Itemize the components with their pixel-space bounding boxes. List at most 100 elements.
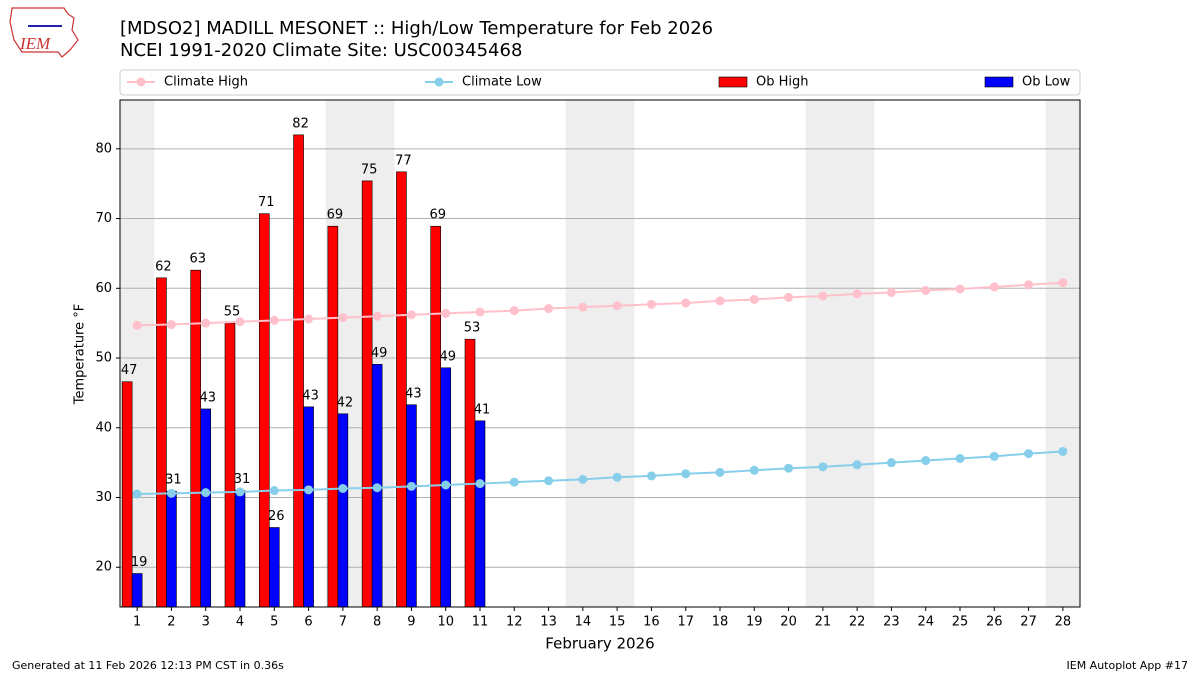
weekend-shade bbox=[805, 100, 840, 607]
line-marker bbox=[578, 474, 588, 484]
x-tick-label: 19 bbox=[746, 615, 763, 630]
chart-subtitle: NCEI 1991-2020 Climate Site: USC00345468 bbox=[120, 40, 522, 61]
weekend-shade bbox=[565, 100, 600, 607]
bar bbox=[430, 225, 442, 608]
x-tick-label: 8 bbox=[373, 615, 381, 630]
x-tick-label: 1 bbox=[133, 615, 141, 630]
logo-outline bbox=[9, 7, 79, 58]
x-tick-label: 28 bbox=[1055, 615, 1072, 630]
line-marker bbox=[749, 465, 759, 475]
y-tick-label: 80 bbox=[95, 141, 112, 156]
bar bbox=[406, 404, 417, 608]
weekend-shade bbox=[1045, 100, 1080, 607]
x-tick-label: 7 bbox=[339, 615, 347, 630]
bar bbox=[303, 406, 314, 608]
bar bbox=[327, 225, 339, 608]
bar bbox=[156, 277, 167, 608]
line-marker bbox=[304, 485, 314, 495]
x-tick-label: 21 bbox=[815, 615, 832, 630]
line-marker bbox=[166, 320, 176, 330]
line-marker bbox=[269, 486, 279, 496]
line-marker bbox=[475, 479, 485, 489]
x-tick-label: 2 bbox=[167, 615, 175, 630]
line-marker bbox=[646, 471, 656, 481]
line-marker bbox=[1024, 280, 1034, 290]
x-tick-label: 13 bbox=[540, 615, 557, 630]
line-marker bbox=[921, 285, 931, 295]
footer-left: Generated at 11 Feb 2026 12:13 PM CST in… bbox=[12, 659, 284, 672]
bar bbox=[293, 134, 304, 608]
line-series bbox=[137, 450, 1063, 496]
legend-label: Climate Low bbox=[462, 75, 542, 90]
x-tick-label: 10 bbox=[437, 615, 454, 630]
data-label: 77 bbox=[395, 153, 412, 168]
line-marker bbox=[269, 315, 279, 325]
y-tick-label: 70 bbox=[95, 211, 112, 226]
x-axis-label: February 2026 bbox=[545, 635, 654, 653]
line-series bbox=[137, 281, 1063, 327]
bar bbox=[131, 573, 143, 608]
data-label: 75 bbox=[361, 162, 378, 177]
x-tick-label: 18 bbox=[712, 615, 729, 630]
line-marker bbox=[235, 487, 245, 497]
plot-frame bbox=[119, 99, 1081, 608]
bar bbox=[200, 408, 212, 608]
legend-marker bbox=[434, 77, 444, 87]
line-marker bbox=[715, 467, 725, 477]
data-label: 43 bbox=[199, 390, 216, 405]
bar bbox=[224, 322, 236, 608]
line-marker bbox=[818, 462, 828, 472]
data-label: 43 bbox=[302, 388, 319, 403]
legend-marker bbox=[136, 77, 146, 87]
y-axis-label: Temperature °F bbox=[73, 304, 88, 405]
data-label: 82 bbox=[292, 116, 309, 131]
line-marker bbox=[1058, 278, 1068, 288]
weekend-shade bbox=[600, 100, 635, 607]
legend-label: Climate High bbox=[164, 75, 248, 90]
x-tick-label: 5 bbox=[270, 615, 278, 630]
line-marker bbox=[886, 458, 896, 468]
x-tick-label: 3 bbox=[202, 615, 210, 630]
line-marker bbox=[955, 453, 965, 463]
bar bbox=[474, 420, 486, 608]
line-marker bbox=[818, 291, 828, 301]
line-marker bbox=[715, 296, 725, 306]
line-marker bbox=[166, 488, 176, 498]
line-marker bbox=[475, 307, 485, 317]
x-tick-label: 4 bbox=[236, 615, 244, 630]
data-label: 49 bbox=[371, 346, 388, 361]
footer-right: IEM Autoplot App #17 bbox=[1067, 659, 1189, 672]
x-tick-label: 12 bbox=[506, 615, 523, 630]
line-marker bbox=[201, 318, 211, 328]
data-label: 41 bbox=[474, 402, 491, 417]
line-marker bbox=[681, 298, 691, 308]
line-marker bbox=[509, 306, 519, 316]
x-tick-label: 25 bbox=[952, 615, 969, 630]
x-tick-label: 26 bbox=[986, 615, 1003, 630]
y-tick-label: 20 bbox=[95, 560, 112, 575]
x-tick-label: 14 bbox=[575, 615, 592, 630]
x-tick-label: 9 bbox=[407, 615, 415, 630]
legend-box bbox=[119, 69, 1081, 96]
bar bbox=[361, 180, 373, 608]
line-marker bbox=[955, 284, 965, 294]
bar bbox=[234, 490, 246, 608]
bar bbox=[166, 490, 177, 608]
line-marker bbox=[372, 483, 382, 493]
legend-swatch bbox=[718, 76, 748, 88]
data-label: 49 bbox=[439, 349, 456, 364]
x-tick-label: 23 bbox=[883, 615, 900, 630]
line-marker bbox=[612, 301, 622, 311]
logo-text: IEM bbox=[19, 34, 51, 53]
line-marker bbox=[201, 488, 211, 498]
data-label: 69 bbox=[327, 208, 344, 223]
bar bbox=[190, 269, 202, 608]
line-marker bbox=[441, 480, 451, 490]
line-marker bbox=[338, 483, 348, 493]
data-label: 42 bbox=[337, 395, 354, 410]
line-marker bbox=[612, 472, 622, 482]
bar bbox=[337, 413, 349, 608]
data-label: 63 bbox=[189, 252, 206, 267]
bar bbox=[268, 527, 280, 608]
x-tick-label: 24 bbox=[917, 615, 934, 630]
